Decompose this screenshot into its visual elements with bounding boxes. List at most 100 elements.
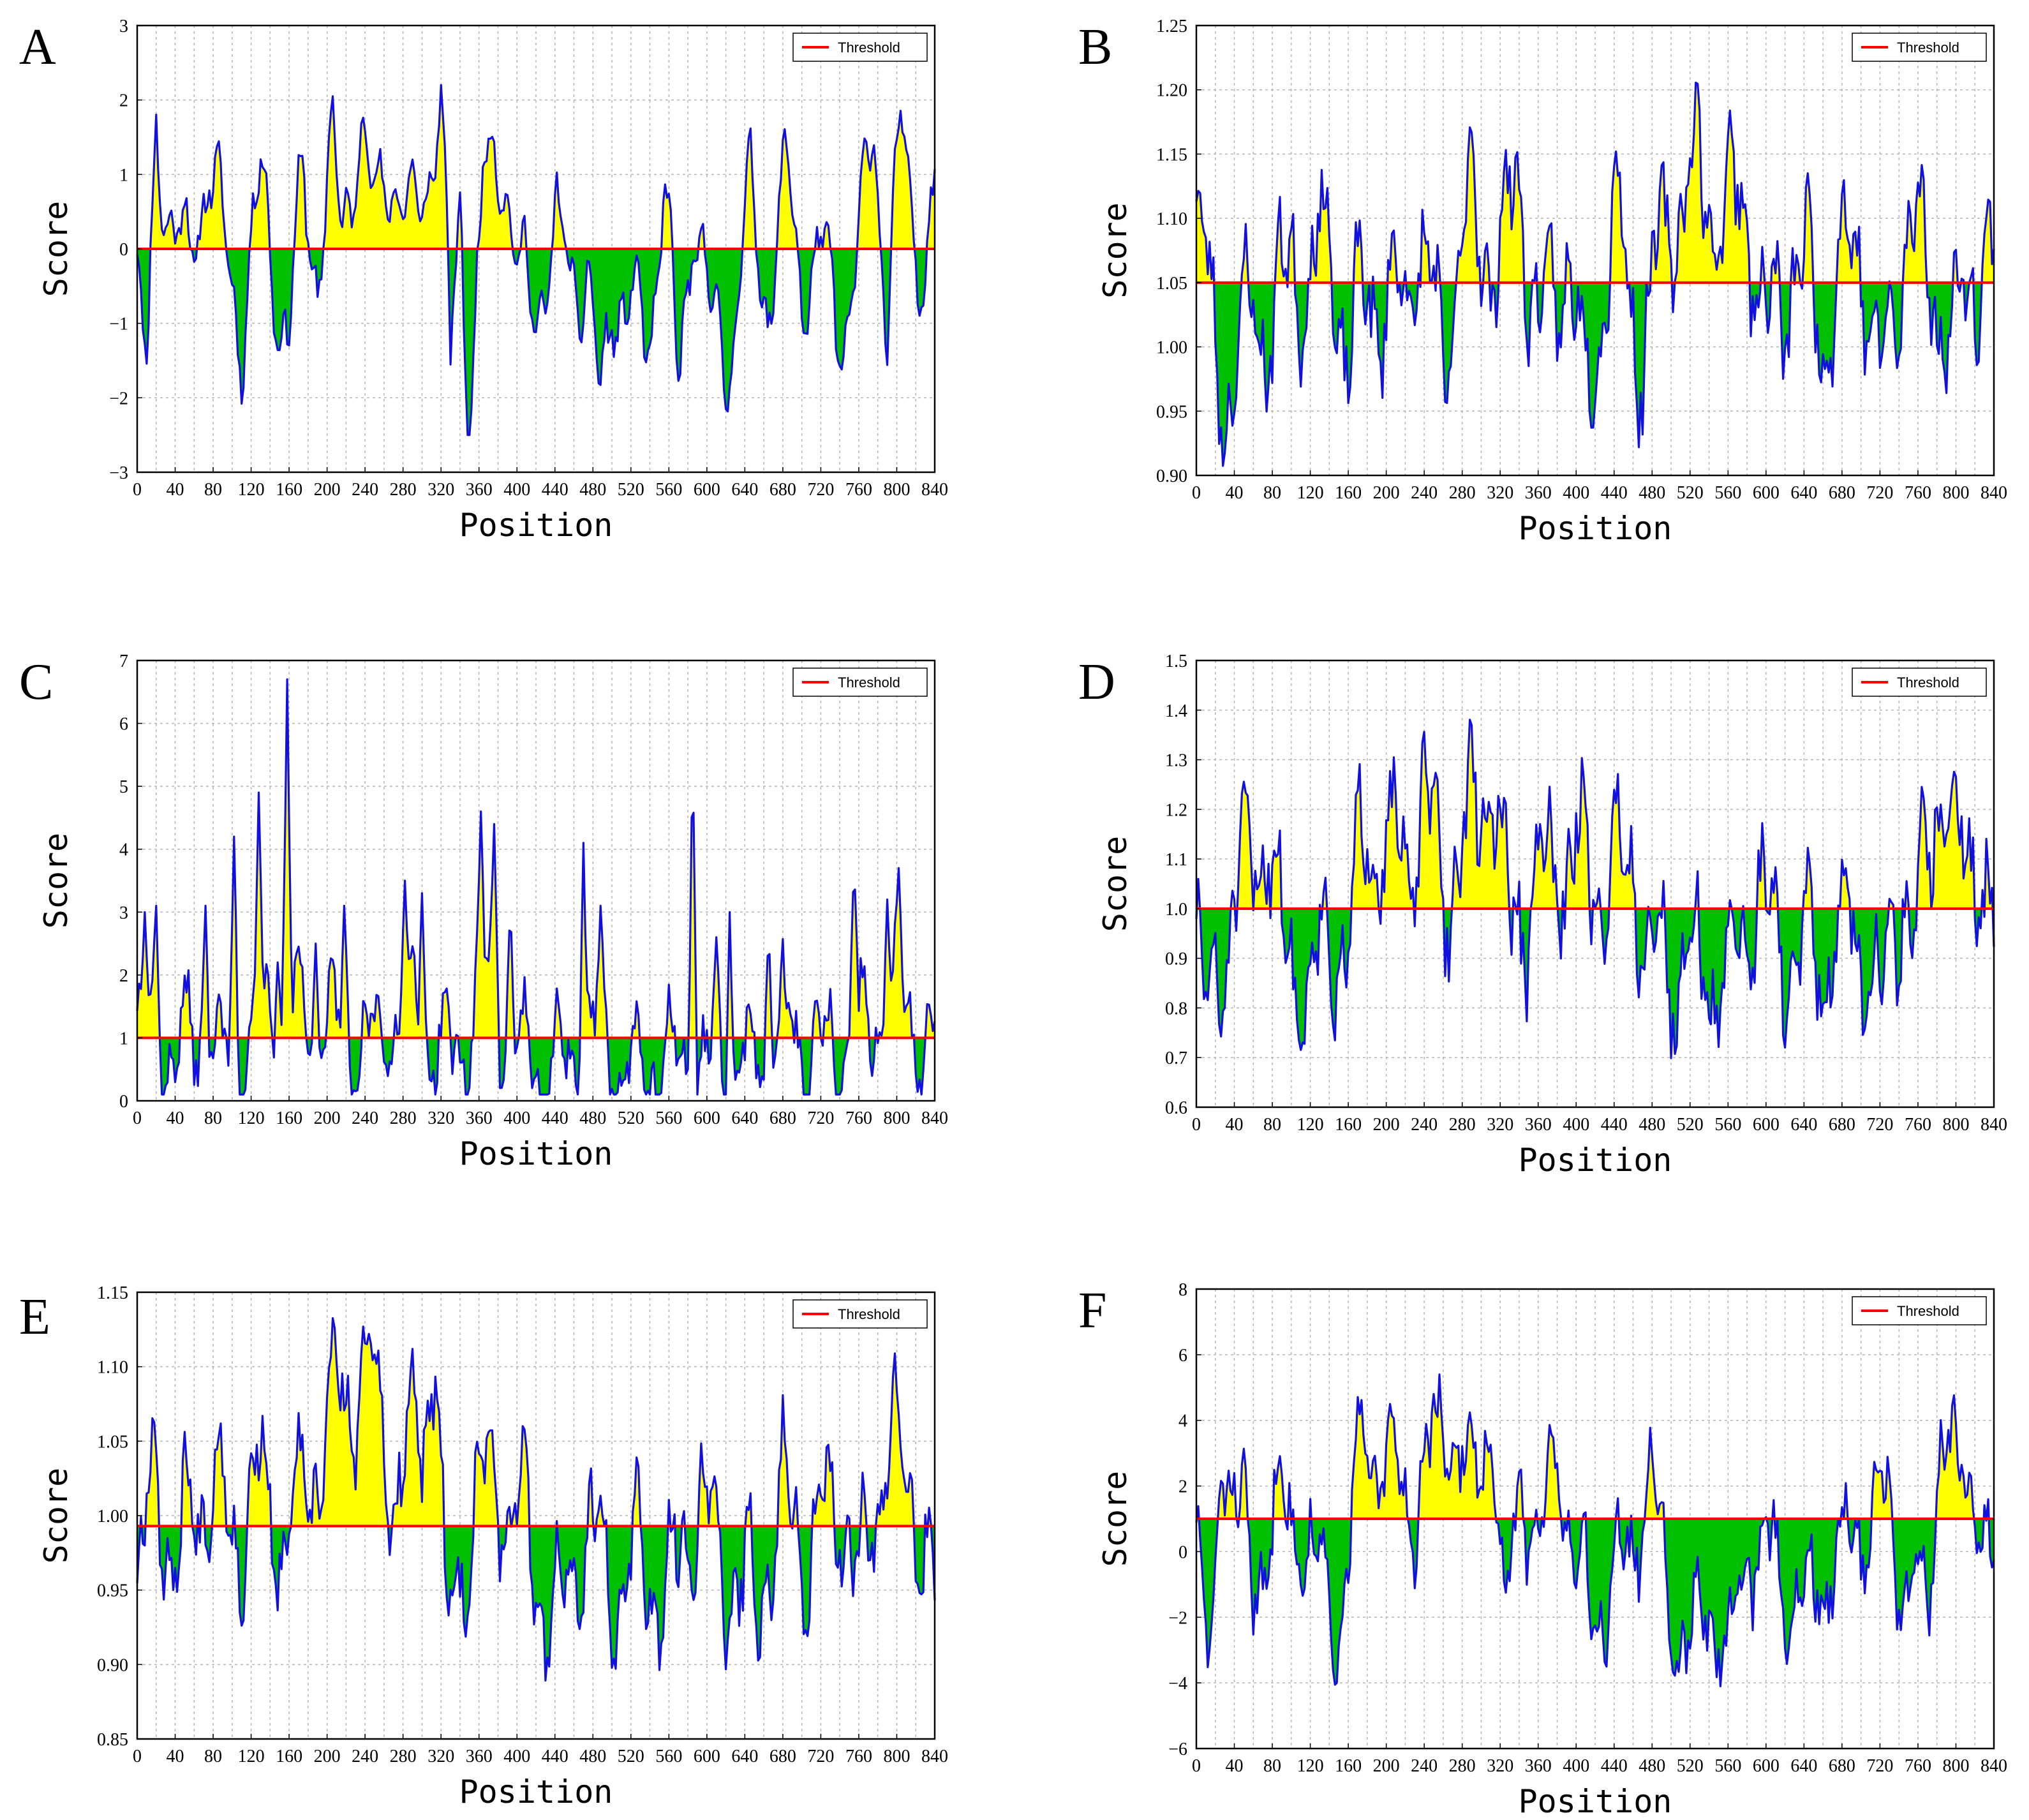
panel-letter: A	[19, 19, 56, 75]
x-tick-label: 40	[1226, 483, 1244, 503]
y-tick-label: −2	[1168, 1608, 1187, 1628]
x-tick-label: 240	[1411, 1756, 1438, 1776]
x-tick-label: 280	[390, 480, 417, 500]
y-axis-label: Score	[38, 201, 75, 297]
y-tick-label: −1	[109, 315, 128, 334]
x-tick-label: 720	[807, 480, 834, 500]
legend: Threshold	[1852, 668, 1987, 697]
y-tick-label: 0.9	[1165, 950, 1187, 969]
y-tick-label: 1.20	[1156, 81, 1187, 101]
x-tick-label: 600	[1753, 1756, 1780, 1776]
x-tick-label: 720	[807, 1747, 834, 1766]
x-tick-label: 400	[503, 1108, 530, 1128]
x-tick-label: 360	[466, 480, 493, 500]
y-axis-label: Score	[1097, 202, 1134, 299]
x-tick-label: 400	[1563, 483, 1589, 503]
y-tick-label: 0.85	[97, 1730, 128, 1750]
x-tick-label: 280	[1449, 1115, 1476, 1135]
x-tick-label: 360	[466, 1108, 493, 1128]
y-tick-label: 1.4	[1165, 701, 1187, 721]
legend-label: Threshold	[838, 675, 900, 690]
x-tick-label: 440	[1601, 1115, 1628, 1135]
x-tick-label: 320	[427, 480, 454, 500]
x-tick-label: 520	[1677, 1756, 1704, 1776]
x-tick-label: 640	[731, 480, 758, 500]
x-tick-label: 200	[314, 480, 341, 500]
x-tick-label: 800	[1942, 1115, 1969, 1135]
legend: Threshold	[792, 668, 928, 697]
score-series-line	[1195, 1373, 1995, 1687]
x-tick-label: 760	[845, 480, 872, 500]
y-tick-label: 0	[119, 1092, 128, 1112]
x-tick-label: 80	[204, 1108, 222, 1128]
x-tick-label: 120	[238, 480, 265, 500]
y-tick-label: 4	[1178, 1412, 1187, 1431]
x-tick-label: 840	[921, 1108, 948, 1128]
y-tick-label: 1.10	[97, 1358, 128, 1378]
x-tick-label: 80	[204, 480, 222, 500]
x-tick-label: 400	[503, 1747, 530, 1766]
x-tick-label: 440	[542, 480, 569, 500]
x-tick-label: 480	[1639, 483, 1665, 503]
x-tick-label: 400	[1563, 1115, 1589, 1135]
score-series-line	[1195, 81, 1995, 467]
x-tick-label: 640	[1790, 1756, 1817, 1776]
y-tick-label: −6	[1168, 1740, 1187, 1759]
y-tick-label: 0	[119, 240, 128, 260]
plot-area	[1196, 660, 1994, 1107]
chart-panel-b: B 0 40 80 120 160 200 240 280 320 360 400 440 480 520 5…	[1078, 17, 2007, 547]
x-axis-label: Position	[459, 507, 613, 544]
x-tick-label: 160	[1335, 1115, 1362, 1135]
x-tick-label: 120	[238, 1747, 265, 1766]
chart-panel-f: F0 40 80 120 160 200 240 280 320 360 400 440 480 520 5…	[1078, 1280, 2007, 1820]
x-tick-label: 760	[845, 1747, 872, 1766]
y-tick-label: 3	[119, 17, 128, 36]
x-tick-label: 320	[1487, 1756, 1513, 1776]
x-tick-label: 680	[769, 1108, 796, 1128]
y-tick-label: 0	[1178, 1542, 1187, 1562]
x-tick-label: 360	[1525, 1115, 1552, 1135]
x-tick-label: 560	[655, 1747, 682, 1766]
x-tick-label: 800	[883, 480, 910, 500]
x-tick-label: 320	[1487, 483, 1513, 503]
x-tick-label: 0	[1192, 483, 1201, 503]
chart-panel-c: C0 40 80 120 160 200 240 280 320 360 400 440 480 520 5…	[19, 652, 948, 1172]
x-tick-label: 200	[314, 1108, 341, 1128]
area-above-threshold	[137, 85, 935, 249]
x-tick-label: 440	[1601, 1756, 1628, 1776]
x-tick-label: 480	[1639, 1756, 1665, 1776]
x-tick-label: 840	[1981, 1756, 2007, 1776]
x-tick-label: 440	[542, 1108, 569, 1128]
y-tick-label: 1.15	[97, 1283, 128, 1303]
x-tick-label: 800	[883, 1108, 910, 1128]
x-tick-label: 840	[921, 480, 948, 500]
x-tick-label: 40	[167, 1108, 184, 1128]
y-tick-label: 0.8	[1165, 999, 1187, 1018]
x-tick-label: 840	[1981, 483, 2007, 503]
legend-label: Threshold	[1897, 40, 1959, 56]
x-tick-label: 0	[133, 1108, 142, 1128]
legend-label: Threshold	[838, 40, 900, 56]
y-axis-label: Score	[1097, 1471, 1134, 1567]
y-tick-label: 2	[1178, 1477, 1187, 1497]
x-tick-label: 120	[238, 1108, 265, 1128]
y-tick-label: 3	[119, 903, 128, 923]
x-tick-label: 160	[276, 1747, 302, 1766]
x-axis-label: Position	[459, 1773, 613, 1810]
y-axis-label: Score	[38, 1468, 75, 1564]
score-series-line	[136, 678, 936, 1096]
x-tick-label: 560	[1714, 1756, 1741, 1776]
legend-label: Threshold	[1897, 1303, 1959, 1319]
area-below-threshold	[1196, 1519, 1994, 1687]
legend: Threshold	[1852, 33, 1987, 62]
y-tick-label: 1.15	[1156, 145, 1187, 165]
x-tick-label: 360	[466, 1747, 493, 1766]
x-tick-label: 720	[1866, 1115, 1893, 1135]
y-tick-label: 1.1	[1165, 850, 1187, 870]
score-series-line	[136, 1317, 936, 1682]
x-tick-label: 200	[1373, 1115, 1400, 1135]
x-tick-label: 360	[1525, 483, 1552, 503]
panel-letter: B	[1078, 19, 1112, 75]
x-tick-label: 560	[655, 480, 682, 500]
area-below-threshold	[137, 1526, 935, 1681]
